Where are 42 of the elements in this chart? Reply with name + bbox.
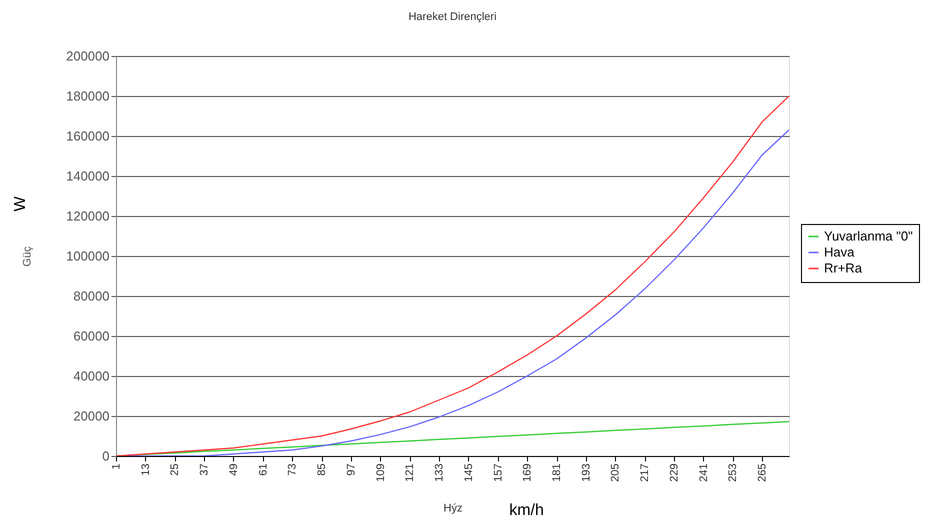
x-tick-label: 133 [434, 464, 446, 482]
text: km/h [509, 502, 544, 519]
y-tick-label: 60000 [73, 328, 110, 344]
text: W [12, 196, 29, 212]
x-tick-label: 61 [257, 464, 270, 476]
x-tick-label: 241 [698, 464, 710, 482]
y-tick-label: 140000 [66, 168, 110, 184]
x-tick-label: 229 [668, 464, 680, 482]
chart-title: Hareket Dirençleri [408, 11, 497, 23]
x-tick-label: 181 [551, 464, 564, 482]
x-tick-label: 13 [140, 464, 152, 476]
y-tick-label: 160000 [66, 128, 110, 144]
y-tick-label: 20000 [73, 408, 110, 424]
x-tick-label: 73 [286, 464, 299, 476]
x-tick-label: 49 [228, 464, 240, 476]
legend-label: Rr+Ra [824, 260, 863, 276]
legend-label: Hava [824, 244, 856, 260]
y-tick-label: 0 [102, 448, 110, 464]
x-tick-label: 25 [169, 464, 182, 476]
x-tick-label: 217 [639, 464, 652, 482]
x-tick-label: 97 [345, 464, 358, 476]
x-tick-label: 109 [374, 464, 387, 482]
x-tick-label: 193 [580, 464, 592, 482]
x-axis-title: Hýz [444, 502, 462, 514]
x-tick-label: 157 [492, 464, 504, 482]
x-tick-label: 145 [462, 464, 475, 482]
x-tick-label: 85 [316, 464, 328, 476]
y-tick-label: 120000 [66, 208, 110, 224]
x-tick-label: 253 [727, 464, 740, 482]
x-tick-label: 121 [404, 464, 416, 482]
x-tick-label: 169 [522, 464, 534, 482]
y-tick-label: 200000 [66, 48, 110, 64]
y-axis-title: Güç [22, 246, 34, 267]
y-tick-label: 100000 [66, 248, 110, 264]
y-tick-label: 180000 [66, 88, 110, 104]
x-tick-label: 1 [110, 464, 122, 470]
y-tick-label: 40000 [73, 368, 110, 384]
legend-label: Yuvarlanma "0" [824, 228, 914, 244]
x-tick-label: 205 [610, 464, 622, 482]
x-tick-label: 37 [198, 464, 211, 476]
x-tick-label: 265 [756, 464, 769, 482]
y-tick-label: 80000 [73, 288, 110, 304]
